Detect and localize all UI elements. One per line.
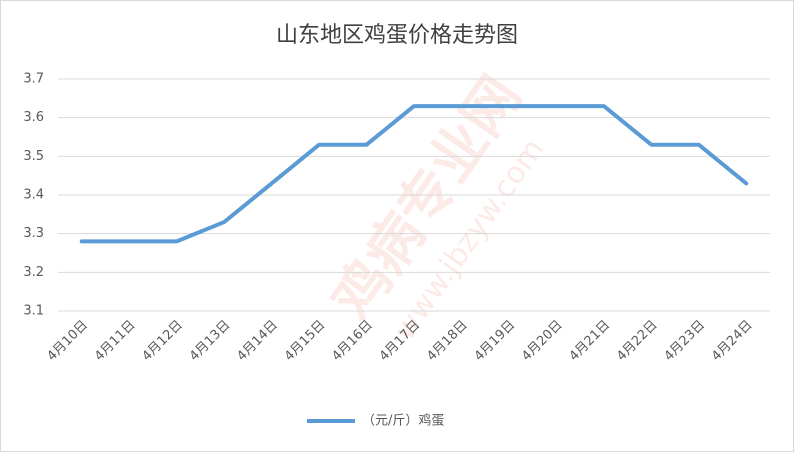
y-tick-label: 3.1 bbox=[23, 304, 44, 319]
legend-label: （元/斤）鸡蛋 bbox=[362, 413, 444, 429]
y-tick-label: 3.2 bbox=[23, 265, 44, 280]
y-tick-label: 3.7 bbox=[23, 72, 44, 87]
line bbox=[79, 104, 749, 244]
y-tick-label: 3.3 bbox=[23, 226, 44, 241]
y-tick-label: 3.6 bbox=[23, 110, 44, 125]
y-tick-label: 3.5 bbox=[23, 149, 44, 164]
chart-title: 山东地区鸡蛋价格走势图 bbox=[276, 23, 518, 48]
y-tick-label: 3.4 bbox=[23, 188, 44, 203]
